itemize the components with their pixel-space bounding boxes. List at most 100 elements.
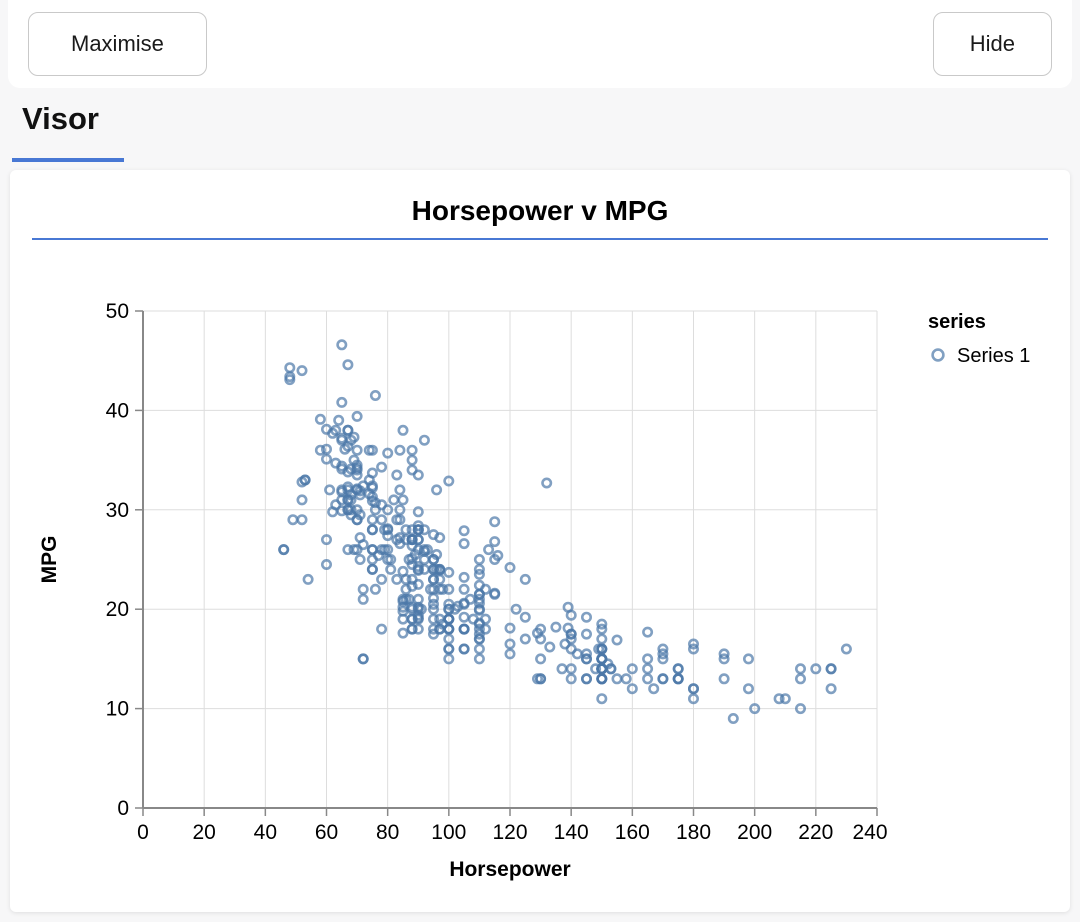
data-point xyxy=(418,563,430,575)
x-axis-title: Horsepower xyxy=(449,858,570,881)
data-point xyxy=(320,534,332,546)
data-point xyxy=(535,673,547,685)
data-point xyxy=(394,504,406,516)
data-point xyxy=(427,613,439,625)
data-point xyxy=(479,583,491,595)
data-point xyxy=(342,544,354,556)
data-point xyxy=(394,484,406,496)
chart-title: Horsepower v MPG xyxy=(411,195,669,226)
data-point xyxy=(397,595,409,607)
data-point xyxy=(437,618,449,630)
data-point xyxy=(458,525,470,537)
data-point xyxy=(412,564,424,576)
data-point xyxy=(406,444,418,456)
data-point xyxy=(385,553,397,565)
data-point xyxy=(562,601,574,613)
data-point xyxy=(363,488,375,500)
data-point xyxy=(354,509,366,521)
data-point xyxy=(351,469,363,481)
data-point xyxy=(431,548,443,560)
x-axis-tick-label: 160 xyxy=(615,821,650,844)
data-point xyxy=(427,592,439,604)
data-point xyxy=(443,633,455,645)
data-point xyxy=(397,627,409,639)
data-point xyxy=(749,703,761,715)
data-point xyxy=(742,653,754,665)
data-point xyxy=(366,563,378,575)
data-point xyxy=(452,600,464,612)
data-point xyxy=(336,460,348,472)
data-point xyxy=(565,673,577,685)
x-axis-tick-label: 0 xyxy=(137,821,149,844)
data-point xyxy=(351,410,363,422)
data-point xyxy=(369,390,381,402)
data-point xyxy=(366,467,378,479)
data-point xyxy=(642,663,654,675)
data-point xyxy=(687,683,699,695)
x-axis-tick-label: 180 xyxy=(676,821,711,844)
data-point xyxy=(473,593,485,605)
data-point xyxy=(342,424,354,436)
data-point xyxy=(657,648,669,660)
data-point xyxy=(376,499,388,511)
data-point xyxy=(642,673,654,685)
data-point xyxy=(406,580,418,592)
tab-visor[interactable]: Visor xyxy=(22,101,99,136)
data-point xyxy=(406,454,418,466)
data-point xyxy=(473,617,485,629)
data-point xyxy=(687,638,699,650)
data-point xyxy=(556,663,568,675)
chart-title-rule xyxy=(32,238,1048,240)
data-point xyxy=(794,663,806,675)
data-point xyxy=(626,663,638,675)
data-point xyxy=(327,506,339,518)
data-point xyxy=(351,464,363,476)
data-point xyxy=(296,514,308,526)
data-point xyxy=(434,532,446,544)
data-point xyxy=(825,683,837,695)
x-axis-tick-label: 120 xyxy=(492,821,527,844)
data-point xyxy=(394,514,406,526)
data-point xyxy=(427,598,439,610)
data-point xyxy=(593,643,605,655)
data-point xyxy=(489,588,501,600)
data-point xyxy=(544,641,556,653)
data-point xyxy=(366,444,378,456)
data-point xyxy=(519,573,531,585)
data-point xyxy=(492,549,504,561)
visor-controls-bar: Maximise Hide xyxy=(8,0,1072,88)
data-point xyxy=(779,693,791,705)
y-axis-tick-label: 30 xyxy=(106,499,129,522)
data-point xyxy=(565,628,577,640)
data-point xyxy=(825,663,837,675)
data-point xyxy=(519,611,531,623)
data-point xyxy=(348,544,360,556)
data-point xyxy=(840,643,852,655)
data-point xyxy=(550,621,562,633)
legend-title: series xyxy=(928,311,986,333)
data-point xyxy=(412,601,424,613)
maximise-button[interactable]: Maximise xyxy=(28,12,207,76)
data-point xyxy=(473,628,485,640)
hide-button[interactable]: Hide xyxy=(932,12,1052,76)
x-axis-tick-label: 240 xyxy=(852,821,887,844)
data-point xyxy=(596,673,608,685)
data-point xyxy=(443,566,455,578)
data-point xyxy=(391,469,403,481)
data-point xyxy=(284,362,296,374)
data-point xyxy=(278,544,290,556)
data-point xyxy=(443,653,455,665)
data-point xyxy=(369,497,381,509)
data-point xyxy=(388,494,400,506)
chart-card: Horsepower v MPG 0 10 20 30 40 50 0 20 40 60 80 100… xyxy=(10,170,1070,912)
data-point xyxy=(342,504,354,516)
active-tab-indicator xyxy=(12,158,124,162)
data-point xyxy=(320,443,332,455)
data-point xyxy=(412,623,424,635)
data-point xyxy=(394,532,406,544)
legend-entry-label: Series 1 xyxy=(957,345,1030,367)
data-point xyxy=(302,573,314,585)
data-point xyxy=(504,648,516,660)
data-point xyxy=(427,573,439,585)
data-point xyxy=(400,524,412,536)
